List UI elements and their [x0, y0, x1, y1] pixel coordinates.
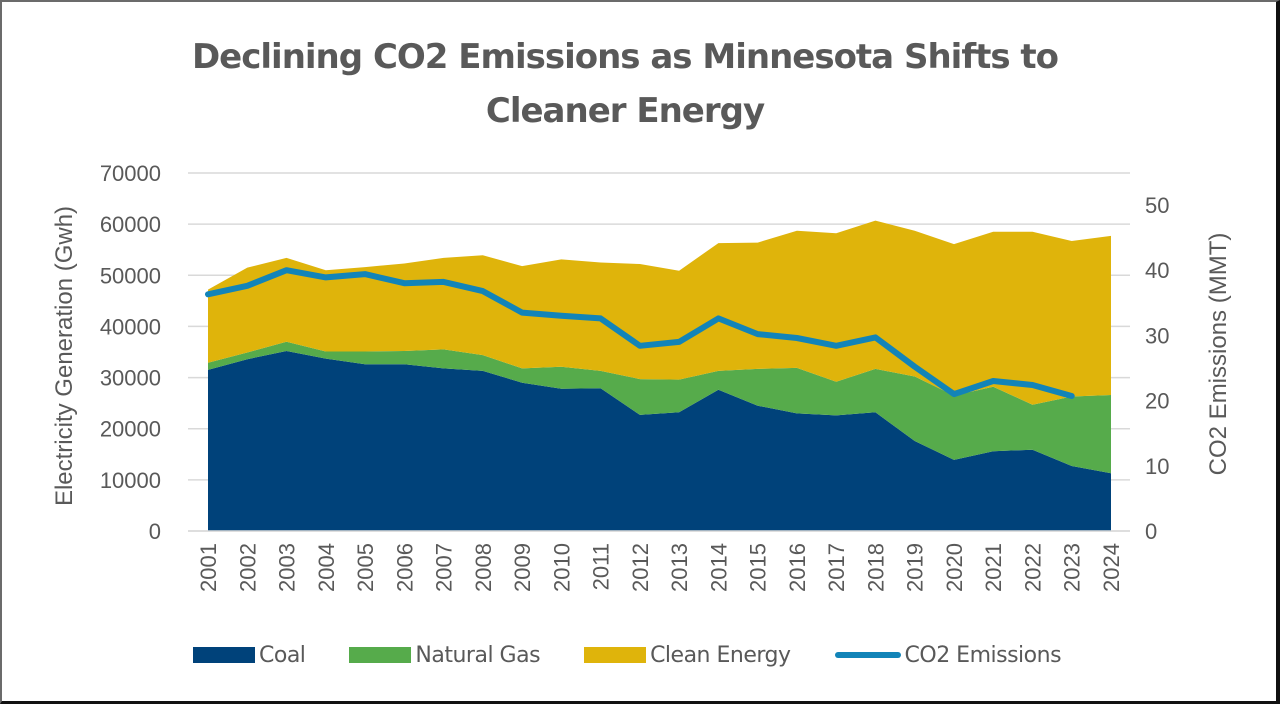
x-axis-tick-label: 2001: [196, 543, 221, 592]
left-axis-tick-label: 70000: [100, 161, 161, 186]
x-axis-tick-label: 2011: [589, 543, 614, 590]
area-coal: [208, 351, 1111, 531]
legend-label-clean-energy: Clean Energy: [650, 642, 791, 668]
legend-label-co2-emissions: CO2 Emissions: [904, 642, 1062, 668]
x-axis-ticks: 2001 2002 2003 2004 2005 2006 2007 2008 2009 2010…: [196, 543, 1124, 592]
x-axis-tick-label: 2019: [903, 543, 928, 592]
legend-swatch-natural-gas: [349, 647, 412, 663]
right-axis-tick-label: 30: [1145, 323, 1169, 348]
right-axis-tick-label: 50: [1145, 193, 1169, 218]
x-axis-tick-label: 2014: [706, 543, 731, 592]
area-natural-gas: [208, 341, 1111, 474]
right-axis-tick-label: 0: [1145, 519, 1157, 544]
x-axis-tick-label: 2024: [1099, 543, 1124, 592]
x-axis-tick-label: 2010: [549, 543, 574, 592]
left-axis-tick-label: 40000: [100, 314, 161, 339]
x-axis-tick-label: 2007: [432, 543, 457, 592]
legend: Coal Natural Gas Clean Energy CO2 Emissi…: [193, 640, 1105, 670]
x-axis-tick-label: 2020: [942, 543, 967, 592]
legend-swatch-clean-energy: [584, 647, 647, 663]
x-axis-tick-label: 2018: [863, 543, 888, 592]
left-axis-tick-label: 60000: [100, 212, 161, 237]
x-axis-tick-label: 2008: [471, 543, 496, 592]
co2-line-layer: [205, 267, 1075, 399]
stacked-areas: [188, 220, 1130, 532]
legend-swatch-co2-emissions: [834, 652, 901, 658]
chart-title-line-2: Cleaner Energy: [485, 91, 765, 131]
x-axis-tick-label: 2002: [235, 543, 260, 592]
x-axis-tick-label: 2021: [981, 543, 1006, 592]
right-axis-tick-label: 20: [1145, 389, 1169, 414]
right-axis-tick-label: 10: [1145, 454, 1169, 479]
x-axis-tick-label: 2003: [275, 543, 300, 592]
x-axis-tick-label: 2012: [628, 543, 653, 592]
left-axis-tick-label: 0: [149, 519, 161, 544]
x-axis-tick-label: 2005: [353, 543, 378, 592]
legend-item-co2-emissions: CO2 Emissions: [834, 642, 1062, 668]
left-axis-tick-label: 50000: [100, 263, 161, 288]
left-axis-tick-label: 30000: [100, 366, 161, 391]
legend-item-coal: Coal: [193, 642, 306, 668]
x-axis-tick-label: 2023: [1060, 543, 1085, 592]
chart-title-line-1: Declining CO2 Emissions as Minnesota Shi…: [191, 37, 1059, 77]
left-axis-ticks: 0 10000 20000 30000 40000 50000 60000 70000: [100, 161, 161, 544]
legend-label-natural-gas: Natural Gas: [415, 642, 541, 668]
right-axis-tick-label: 40: [1145, 258, 1169, 283]
x-axis-tick-label: 2016: [785, 543, 810, 592]
x-axis-tick-label: 2015: [746, 543, 771, 592]
left-axis-tick-label: 10000: [100, 468, 161, 493]
legend-item-clean-energy: Clean Energy: [584, 642, 791, 668]
right-axis-ticks: 0 10 20 30 40 50: [1145, 193, 1169, 544]
x-axis-tick-label: 2022: [1020, 543, 1045, 592]
x-axis-tick-label: 2004: [314, 543, 339, 592]
area-clean-energy: [208, 220, 1111, 405]
x-axis-tick-label: 2009: [510, 543, 535, 592]
x-axis-tick-label: 2013: [667, 543, 692, 592]
legend-label-coal: Coal: [259, 642, 306, 668]
x-axis-tick-label: 2006: [392, 543, 417, 592]
x-axis-tick-label: 2017: [824, 543, 849, 592]
legend-item-natural-gas: Natural Gas: [349, 642, 541, 668]
right-axis-title: CO2 Emissions (MMT): [1205, 233, 1232, 476]
left-axis-tick-label: 20000: [100, 417, 161, 442]
left-axis-title: Electricity Generation (Gwh): [51, 206, 78, 506]
legend-swatch-coal: [193, 647, 255, 663]
